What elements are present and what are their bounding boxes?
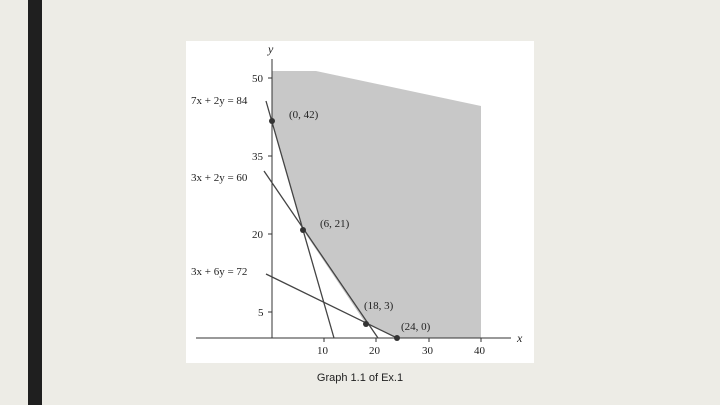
x-tick-label: 30 — [422, 345, 434, 357]
figure-caption: Graph 1.1 of Ex.1 — [316, 372, 404, 384]
feasible-region — [272, 71, 481, 338]
corner-point-24-0 — [394, 335, 400, 341]
x-tick-label: 40 — [474, 345, 486, 357]
line-label-3x-2y-60: 3x + 2y = 60 — [191, 172, 248, 184]
constraint-line-7x-2y-84 — [265, 100, 335, 339]
constraint-line-3x-6y-72 — [265, 273, 398, 339]
x-axis-label: x — [516, 331, 523, 345]
y-tick-label: 35 — [252, 151, 264, 163]
y-tick-label: 50 — [252, 73, 264, 85]
y-axis-label: y — [267, 42, 274, 56]
corner-point-18-3 — [363, 321, 369, 327]
accent-bar — [28, 0, 42, 405]
corner-point-6-21 — [300, 227, 306, 233]
corner-point-0-42 — [269, 118, 275, 124]
point-label-0-42: (0, 42) — [289, 109, 319, 121]
point-label-24-0: (24, 0) — [401, 321, 431, 333]
graph-figure: y x 10 20 30 40 5 20 35 50 7x + 2y = 84 … — [186, 41, 534, 363]
y-tick-label: 20 — [252, 229, 264, 241]
y-tick-label: 5 — [258, 307, 264, 319]
point-label-18-3: (18, 3) — [364, 300, 394, 312]
x-tick-label: 20 — [369, 345, 381, 357]
graph-svg: y x 10 20 30 40 5 20 35 50 7x + 2y = 84 … — [191, 42, 523, 357]
line-label-3x-6y-72: 3x + 6y = 72 — [191, 266, 247, 278]
x-tick-label: 10 — [317, 345, 329, 357]
point-label-6-21: (6, 21) — [320, 218, 350, 230]
constraint-line-3x-2y-60 — [263, 170, 379, 339]
line-label-7x-2y-84: 7x + 2y = 84 — [191, 95, 248, 107]
